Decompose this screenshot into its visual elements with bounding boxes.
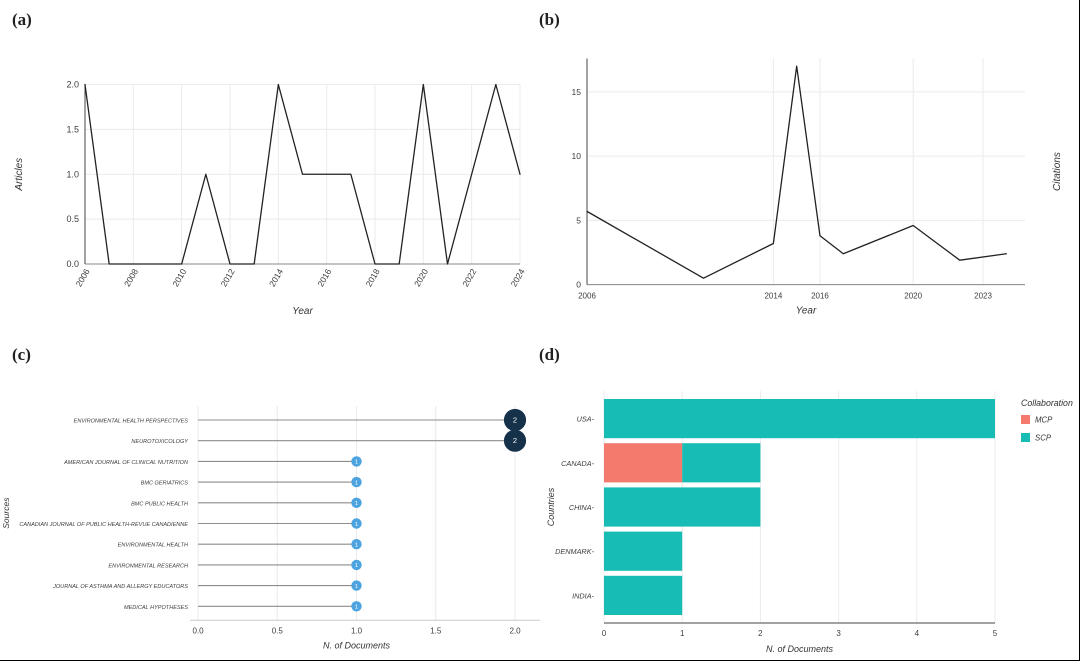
svg-text:BMC GERIATRICS: BMC GERIATRICS [141, 481, 189, 487]
svg-text:1: 1 [355, 543, 358, 549]
svg-text:NEUROTOXICOLOGY: NEUROTOXICOLOGY [131, 439, 189, 445]
svg-text:Year: Year [796, 306, 817, 317]
svg-text:2008: 2008 [122, 267, 140, 289]
svg-text:2.0: 2.0 [509, 626, 521, 635]
svg-text:2: 2 [513, 415, 517, 424]
svg-text:15: 15 [572, 87, 582, 97]
svg-text:0.0: 0.0 [66, 259, 79, 269]
svg-text:1: 1 [355, 605, 358, 611]
svg-text:2: 2 [513, 436, 517, 445]
svg-text:1.0: 1.0 [351, 626, 363, 635]
svg-text:Year: Year [292, 306, 313, 317]
svg-text:SCP: SCP [1035, 434, 1052, 443]
svg-text:Sources: Sources [1, 497, 11, 529]
svg-text:1: 1 [355, 584, 358, 590]
svg-text:CANADIAN JOURNAL OF PUBLIC HEA: CANADIAN JOURNAL OF PUBLIC HEALTH-REVUE … [19, 522, 188, 528]
svg-text:MCP: MCP [1035, 416, 1053, 425]
svg-text:1.0: 1.0 [66, 169, 79, 179]
svg-text:2.0: 2.0 [66, 80, 79, 90]
svg-text:1: 1 [355, 460, 358, 466]
svg-text:1: 1 [680, 629, 685, 638]
svg-text:2014: 2014 [764, 292, 782, 301]
svg-text:DENMARK-: DENMARK- [555, 547, 594, 556]
svg-text:4: 4 [915, 629, 920, 638]
svg-text:ENVIRONMENTAL HEALTH: ENVIRONMENTAL HEALTH [118, 543, 189, 549]
svg-text:2012: 2012 [219, 267, 237, 289]
svg-text:2018: 2018 [364, 267, 382, 289]
svg-text:2: 2 [758, 629, 763, 638]
svg-text:ENVIRONMENTAL HEALTH PERSPECTI: ENVIRONMENTAL HEALTH PERSPECTIVES [74, 419, 189, 425]
svg-text:JOURNAL OF ASTHMA AND ALLERGY: JOURNAL OF ASTHMA AND ALLERGY EDUCATORS [52, 584, 188, 590]
svg-text:Countries: Countries [546, 487, 556, 526]
svg-text:1: 1 [355, 501, 358, 507]
svg-text:ENVIRONMENTAL RESEARCH: ENVIRONMENTAL RESEARCH [108, 563, 189, 569]
svg-text:0.5: 0.5 [66, 214, 79, 224]
svg-text:N. of Documents: N. of Documents [323, 640, 391, 650]
svg-text:2010: 2010 [170, 267, 188, 289]
svg-text:1.5: 1.5 [430, 626, 442, 635]
svg-text:1: 1 [355, 480, 358, 486]
svg-text:2023: 2023 [974, 292, 992, 301]
svg-text:0.0: 0.0 [192, 626, 204, 635]
svg-text:3: 3 [836, 629, 841, 638]
svg-text:1: 1 [355, 522, 358, 528]
svg-text:BMC PUBLIC HEALTH: BMC PUBLIC HEALTH [131, 501, 189, 507]
svg-text:1: 1 [355, 563, 358, 569]
svg-text:2006: 2006 [74, 267, 92, 289]
svg-text:5: 5 [576, 215, 581, 225]
svg-text:2024: 2024 [509, 267, 527, 289]
svg-text:0: 0 [602, 629, 607, 638]
svg-text:CANADA-: CANADA- [561, 459, 594, 468]
svg-text:0: 0 [576, 280, 581, 290]
svg-text:5: 5 [993, 629, 998, 638]
svg-text:MEDICAL HYPOTHESES: MEDICAL HYPOTHESES [124, 605, 188, 611]
svg-text:10: 10 [572, 151, 582, 161]
svg-text:CHINA-: CHINA- [569, 503, 595, 512]
svg-text:2016: 2016 [315, 267, 333, 289]
svg-text:2014: 2014 [267, 267, 285, 289]
svg-text:0.5: 0.5 [272, 626, 284, 635]
svg-text:2020: 2020 [904, 292, 922, 301]
svg-text:2020: 2020 [412, 267, 430, 289]
svg-text:Citations: Citations [1052, 152, 1063, 191]
svg-text:AMERICAN JOURNAL OF CLINICAL N: AMERICAN JOURNAL OF CLINICAL NUTRITION [63, 460, 189, 466]
svg-text:USA-: USA- [577, 415, 595, 424]
svg-text:2022: 2022 [460, 267, 478, 289]
svg-text:Articles: Articles [14, 158, 25, 192]
svg-text:2006: 2006 [578, 292, 596, 301]
svg-text:N. of Documents: N. of Documents [766, 644, 834, 654]
svg-text:1.5: 1.5 [66, 124, 79, 134]
svg-text:2016: 2016 [811, 292, 829, 301]
svg-text:INDIA-: INDIA- [572, 591, 594, 600]
svg-text:Collaboration: Collaboration [1021, 398, 1073, 408]
